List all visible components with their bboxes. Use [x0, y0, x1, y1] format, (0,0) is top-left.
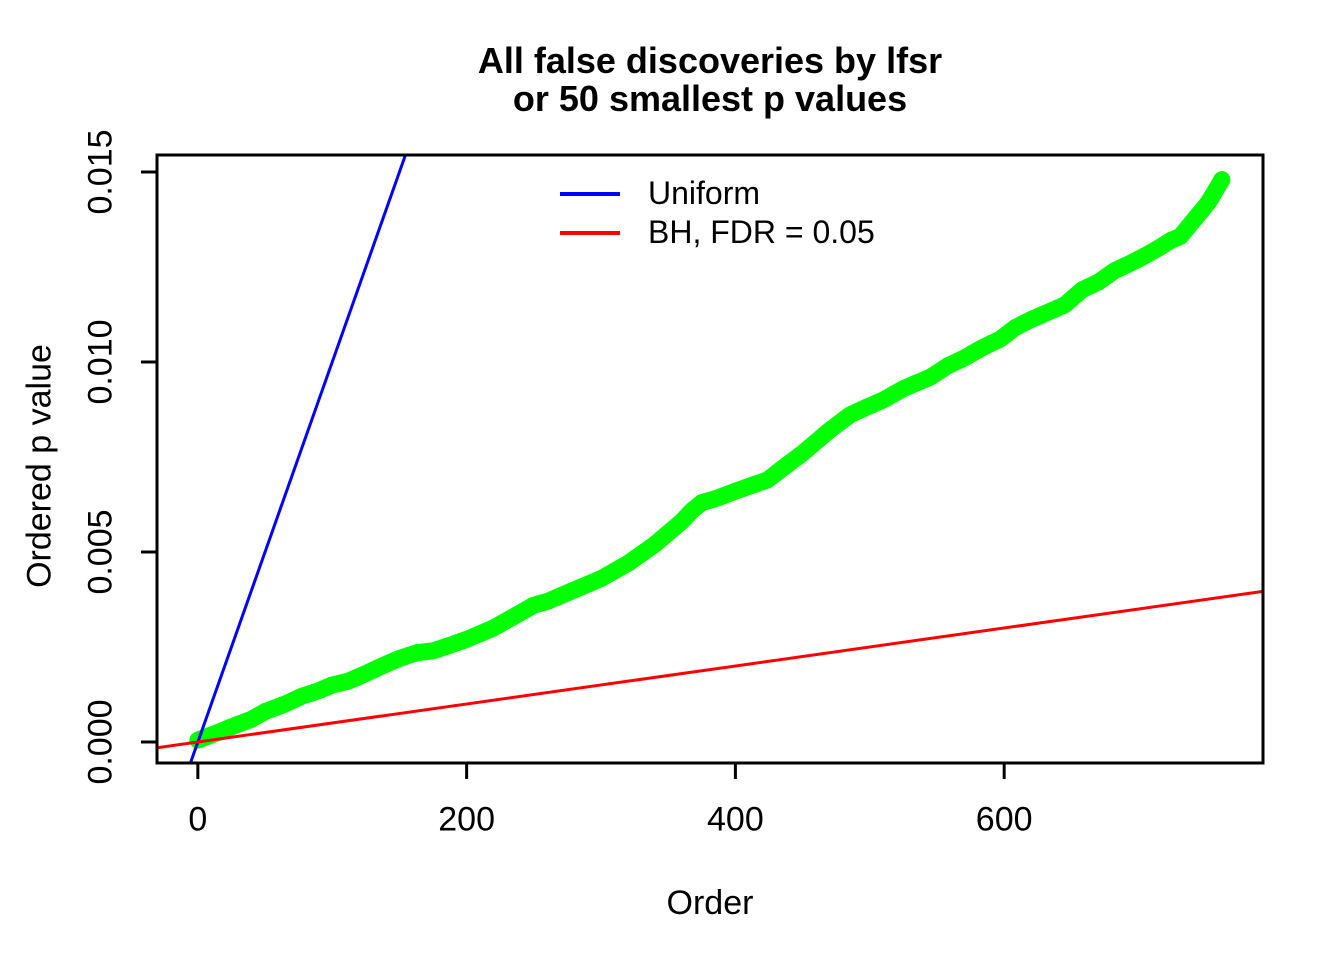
y-tick-label: 0.015	[81, 129, 120, 215]
series-group	[157, 155, 1263, 763]
y-tick-label: 0.010	[81, 319, 120, 405]
legend-line-swatch	[560, 191, 620, 196]
legend: Uniform BH, FDR = 0.05	[560, 174, 875, 252]
bh-fdr-line	[157, 589, 1263, 750]
y-tick-label: 0.005	[81, 509, 120, 595]
chart-title-line1: All false discoveries by lfsr	[477, 40, 943, 81]
legend-label: BH, FDR = 0.05	[648, 214, 875, 250]
legend-line-swatch	[560, 230, 620, 235]
y-tick-label: 0.000	[81, 699, 120, 785]
plot-border	[155, 153, 1265, 765]
y-axis-label: Ordered p value	[20, 344, 59, 588]
x-tick-label: 200	[438, 800, 495, 839]
x-tick-label: 400	[707, 800, 764, 839]
uniform-line	[188, 155, 408, 763]
legend-entry: BH, FDR = 0.05	[560, 213, 875, 252]
chart-title: All false discoveries by lfsr or 50 smal…	[157, 42, 1263, 118]
ordered-pvalues-curve	[189, 171, 1231, 749]
x-tick-label: 0	[188, 800, 208, 839]
chart-title-line2: or 50 smallest p values	[512, 78, 908, 119]
legend-label: Uniform	[648, 175, 761, 211]
x-axis-label: Order	[666, 884, 754, 922]
legend-entry: Uniform	[560, 174, 875, 213]
x-tick-label: 600	[975, 800, 1033, 839]
